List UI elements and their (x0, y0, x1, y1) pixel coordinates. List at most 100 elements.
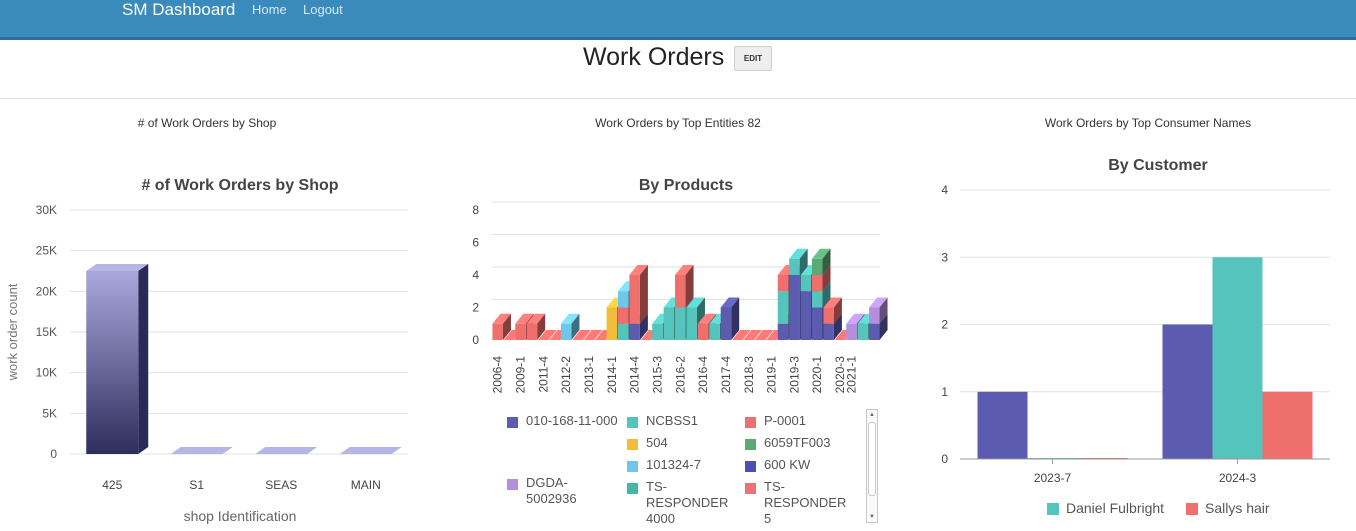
bar-segment (492, 323, 503, 340)
x-tick-label: 2024-3 (1219, 471, 1257, 485)
x-tick-label: 2020-1 (810, 356, 824, 394)
legend-label: TS-RESPONDER 4000 (646, 479, 729, 526)
x-tick-label: 2006-4 (491, 356, 505, 394)
x-tick-label: 425 (102, 478, 122, 492)
x-tick-label: MAIN (351, 478, 381, 492)
edit-button[interactable]: EDIT (734, 46, 772, 71)
bar-segment-top (526, 313, 546, 324)
y-tick-label: 2 (941, 318, 948, 332)
bar-empty (754, 330, 774, 340)
bar-segment-side (639, 265, 648, 324)
scroll-up-icon[interactable]: ▲ (869, 412, 875, 418)
x-tick-label: S1 (189, 478, 204, 492)
chart-work-orders-by-shop: # of Work Orders by Shop 0 5K 10K 15K 20K 25K 3… (5, 177, 408, 524)
bar-top (170, 447, 233, 454)
y-axis-label: work order count (5, 283, 20, 381)
bar-segment (800, 291, 812, 340)
bar-segment (617, 291, 629, 308)
bars (492, 248, 888, 340)
bar-segment-side (685, 265, 694, 308)
y-tick-label: 30K (36, 203, 57, 217)
scroll-thumb[interactable] (868, 422, 876, 496)
bar-segment (675, 275, 686, 308)
legend-swatch (627, 417, 638, 428)
bar-segment-side (822, 281, 831, 308)
y-tick-label: 5K (42, 406, 57, 420)
bar-empty (538, 330, 557, 340)
y-tick-label: 0 (472, 333, 479, 347)
y-tick-label: 1 (941, 385, 948, 399)
x-tick-label: 2018-3 (742, 356, 756, 394)
legend-swatch (507, 479, 518, 490)
legend-swatch (507, 417, 518, 428)
legend-label: 010-168-11-000 (526, 413, 618, 428)
legend-label: P-0001 (764, 413, 806, 428)
bar-segment (811, 258, 823, 275)
bar-segment-side (799, 248, 808, 275)
x-tick-label: 2014-1 (605, 356, 619, 394)
bar-segment (811, 307, 823, 340)
legend-swatch (627, 461, 638, 472)
bar-segment (686, 307, 697, 340)
x-tick-label: 2014-4 (628, 356, 642, 394)
bar-empty (572, 330, 591, 340)
bar (1212, 257, 1263, 459)
bar-segment (697, 323, 709, 340)
scroll-down-icon[interactable]: ▼ (869, 514, 875, 520)
bar-segment (560, 323, 572, 340)
y-tick-label: 0 (941, 452, 948, 466)
chart-title: # of Work Orders by Shop (141, 177, 338, 194)
nav-link-home[interactable]: Home (252, 2, 287, 17)
bar-segment-side (731, 297, 740, 340)
chart-title: By Customer (1108, 157, 1208, 174)
bar-segment-top (697, 313, 717, 324)
bar-segment-side (879, 313, 888, 340)
legend-swatch (1186, 503, 1198, 515)
x-tick-label: 2021-1 (844, 356, 858, 394)
bar-segment (675, 307, 686, 340)
bar-segment-top (846, 313, 865, 324)
bar-segment-side (833, 297, 842, 324)
bar-empty (583, 330, 603, 340)
bar-segment-top (811, 248, 831, 259)
bar-segment (857, 323, 869, 340)
bar-segment-top (515, 313, 534, 324)
bar-segment-side (833, 313, 842, 340)
bar-segment-side (822, 265, 831, 292)
bar-segment (629, 323, 640, 340)
bar (1262, 391, 1313, 459)
y-tick-label: 15K (36, 325, 57, 339)
x-tick-label: 2009-1 (514, 356, 528, 394)
bar-segment-side (571, 313, 580, 340)
brand-link[interactable]: SM Dashboard (122, 0, 236, 19)
legend-swatch (745, 483, 756, 494)
bar-top (255, 447, 318, 454)
bar-segment-top (686, 297, 705, 308)
legend-label: DGDA-5002936 (526, 475, 577, 506)
nav-link-logout[interactable]: Logout (303, 2, 343, 17)
chart-by-customer: By Customer 0 1 2 3 4 2023-7 2024-3 (941, 157, 1330, 485)
x-tick-label: 2016-4 (696, 356, 710, 394)
bar-segment (823, 323, 834, 340)
bar-segment-top (869, 297, 888, 308)
bar-segment (789, 275, 800, 340)
bar-segment (869, 307, 880, 324)
bar-segment-top (789, 248, 808, 259)
bar-top (339, 447, 402, 454)
legend-swatch (1047, 503, 1059, 515)
y-tick-label: 6 (472, 236, 479, 250)
legend-scrollbar[interactable]: ▲ ▼ (866, 409, 878, 523)
chart-title: By Products (639, 177, 733, 194)
y-tick-label: 2 (472, 301, 479, 315)
legend-label: Sallys hair (1205, 500, 1270, 516)
x-tick-label: 2019-3 (787, 356, 801, 394)
bar-segment (629, 275, 640, 324)
x-tick-label: 2013-1 (582, 356, 596, 394)
bar (86, 271, 139, 454)
bar-segment (652, 323, 663, 340)
x-axis-label: shop Identification (184, 508, 297, 524)
legend-label: 101324-7 (646, 457, 701, 472)
bar-segment (606, 307, 618, 340)
bar-segment-top (560, 313, 580, 324)
